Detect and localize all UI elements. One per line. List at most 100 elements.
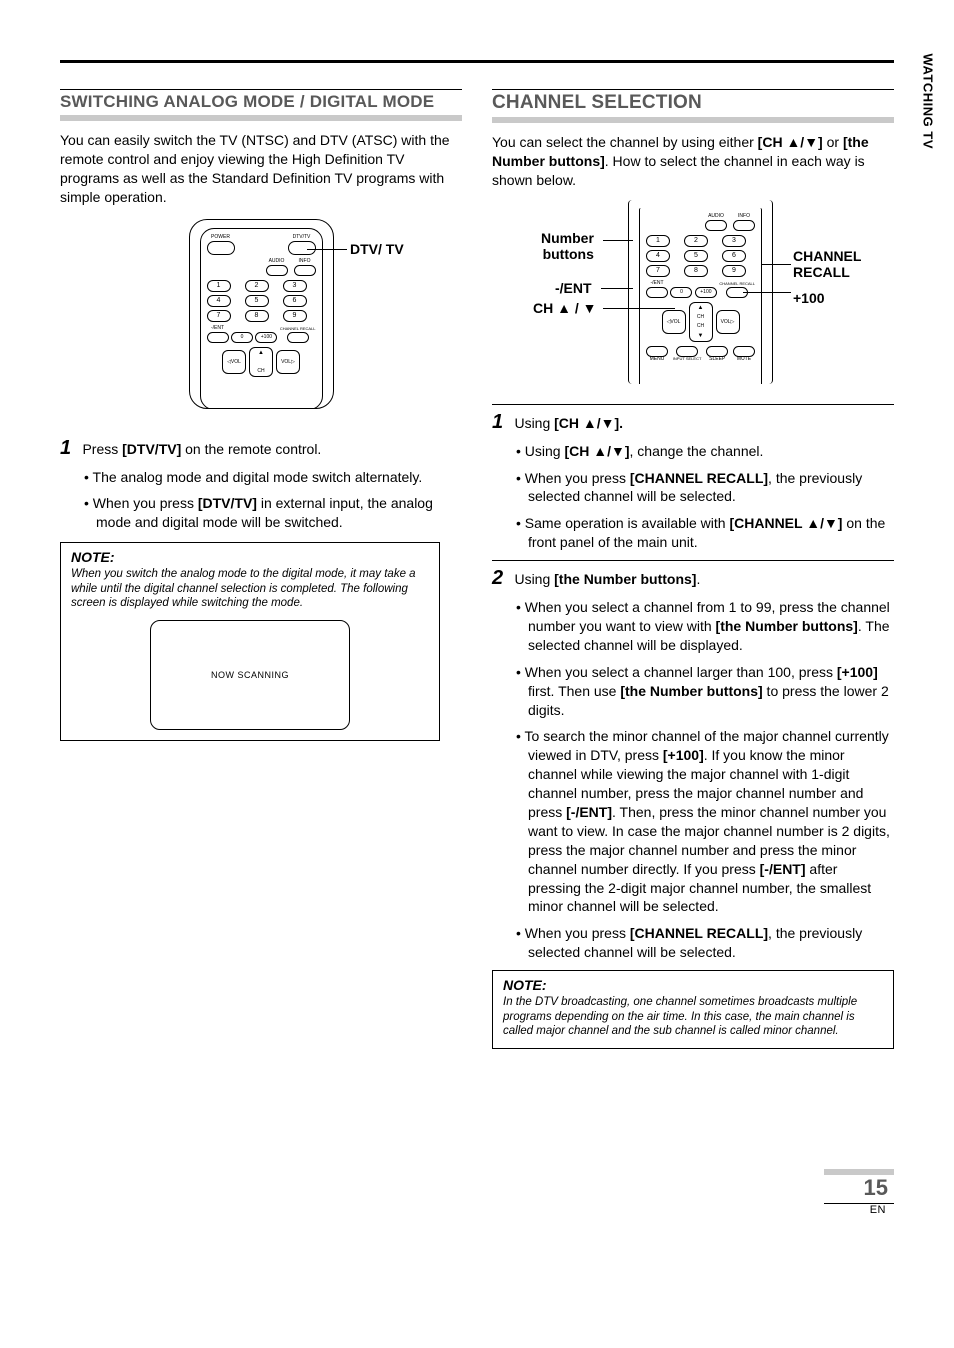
r2-ch-label: CH — [697, 314, 704, 320]
r2-info-label: INFO — [738, 214, 750, 219]
callout-ent: -/ENT — [555, 280, 592, 296]
page-number: 15 — [824, 1169, 894, 1204]
num-6: 6 — [283, 295, 307, 307]
r2-sleep-label: SLEEP — [709, 357, 725, 362]
ent-label: -/ENT — [211, 326, 224, 331]
r2-number-grid: 1 2 3 4 5 6 7 8 9 — [646, 235, 755, 277]
s1b2-b: [CHANNEL RECALL] — [630, 470, 768, 486]
section-heading-left: SWITCHING ANALOG MODE / DIGITAL MODE — [60, 89, 462, 121]
s2b2-pre: When you select a channel larger than 10… — [525, 664, 837, 680]
ch-rocker: ▲CH — [249, 347, 273, 377]
section-heading-right: CHANNEL SELECTION — [492, 89, 894, 123]
btn-power-label: POWER — [211, 235, 230, 240]
s1b1-post: , change the channel. — [630, 443, 764, 459]
callout-recall: CHANNEL RECALL — [793, 248, 861, 280]
remote-figure-1: POWER DTV/TV AUDIO INFO 1 2 3 4 5 6 — [60, 219, 462, 419]
r2-mute-label: MUTE — [737, 357, 751, 362]
s1b1-pre: Using — [525, 443, 565, 459]
r2-vol-down: ◁VOL — [662, 310, 686, 334]
info-button — [294, 265, 316, 276]
r2-ch-rocker: ▲CHCH▼ — [689, 302, 713, 342]
lb2-bold: [DTV/TV] — [198, 495, 257, 511]
ch-label: CH — [257, 368, 264, 374]
note-head-left: NOTE: — [71, 549, 429, 565]
r2-ent-btn — [646, 287, 668, 298]
recall-label: CHANNEL RECALL — [280, 327, 316, 331]
lb2-pre: When you press — [93, 495, 198, 511]
num-3: 3 — [283, 280, 307, 292]
s2r-pre: Using — [514, 571, 554, 587]
s1b3-pre: Same operation is available with — [525, 515, 730, 531]
r2-audio-btn — [705, 220, 727, 231]
r2-num-6: 6 — [722, 250, 746, 262]
callout-ch: CH ▲ / ▼ — [533, 300, 597, 316]
s2r-post: . — [696, 571, 700, 587]
r2-num-2: 2 — [684, 235, 708, 247]
step2-num-right: 2 — [492, 567, 510, 590]
s1-bullet-3: Same operation is available with [CHANNE… — [516, 514, 894, 552]
callout-dtv-tv: DTV/ TV — [350, 241, 404, 257]
note-box-left: NOTE: When you switch the analog mode to… — [60, 542, 440, 741]
s2b3-b3: [-/ENT] — [760, 861, 806, 877]
intro-right: You can select the channel by using eith… — [492, 133, 894, 190]
side-tab: WATCHING TV — [921, 53, 936, 149]
ir-b1: [CH ▲/▼] — [758, 134, 823, 150]
s2b2-mid: first. Then use — [528, 683, 620, 699]
r2-num-9: 9 — [722, 265, 746, 277]
r2-plus100-btn: +100 — [695, 287, 717, 298]
plus100-button: +100 — [255, 332, 277, 343]
recall-button — [287, 332, 309, 343]
s1b3-b: [CHANNEL ▲/▼] — [729, 515, 842, 531]
dtv-tv-button — [288, 241, 316, 255]
s1b2-pre: When you press — [525, 470, 630, 486]
info-label: INFO — [299, 259, 311, 264]
vol-r-label: VOL — [281, 359, 291, 365]
step1-post: on the remote control. — [181, 441, 321, 457]
left-bullet-2: When you press [DTV/TV] in external inpu… — [84, 494, 462, 532]
ir-pre: You can select the channel by using eith… — [492, 134, 758, 150]
ir-mid: or — [823, 134, 843, 150]
page-footer: 15 EN — [60, 1169, 894, 1216]
step2-text-right: Using [the Number buttons]. — [514, 571, 700, 587]
s1r-bold: [CH ▲/▼]. — [554, 415, 623, 431]
r2-audio-label: AUDIO — [708, 214, 724, 219]
r2-num-1: 1 — [646, 235, 670, 247]
num-0: 0 — [231, 332, 253, 343]
r2-input-label: INPUT SELECT — [673, 357, 702, 361]
step1-num-right: 1 — [492, 411, 510, 434]
r2-info-btn — [733, 220, 755, 231]
callout-number-buttons: Number buttons — [541, 230, 594, 262]
num-8: 8 — [245, 310, 269, 322]
vol-up: VOL▷ — [276, 350, 300, 374]
page-lang: EN — [60, 1204, 894, 1216]
r2-num-0: 0 — [670, 287, 692, 298]
remote-figure-2: AUDIO INFO 1 2 3 4 5 6 7 8 9 — [503, 200, 883, 390]
s2r-bold: [the Number buttons] — [554, 571, 696, 587]
vol-down: ◁VOL — [222, 350, 246, 374]
num-1: 1 — [207, 280, 231, 292]
audio-button — [266, 265, 288, 276]
number-grid: 1 2 3 4 5 6 7 8 9 — [207, 280, 316, 322]
btn-dtv-label: DTV/TV — [293, 235, 311, 240]
r2-vol-up: VOL▷ — [716, 310, 740, 334]
r2-recall-label: CHANNEL RECALL — [719, 282, 755, 286]
step1-num-left: 1 — [60, 437, 78, 460]
r2-ent-label: -/ENT — [650, 281, 663, 286]
s2-bullet-4: When you press [CHANNEL RECALL], the pre… — [516, 924, 894, 962]
note-head-right: NOTE: — [503, 977, 883, 993]
step1-text-right: Using [CH ▲/▼]. — [514, 415, 623, 431]
r2-num-8: 8 — [684, 265, 708, 277]
s2-bullet-1: When you select a channel from 1 to 99, … — [516, 598, 894, 655]
r2-num-3: 3 — [722, 235, 746, 247]
intro-left: You can easily switch the TV (NTSC) and … — [60, 131, 462, 207]
r2-menu-label: MENU — [650, 357, 665, 362]
s1r-pre: Using — [514, 415, 554, 431]
num-7: 7 — [207, 310, 231, 322]
step1-bold: [DTV/TV] — [122, 441, 181, 457]
s1-bullet-1: Using [CH ▲/▼], change the channel. — [516, 442, 894, 461]
num-2: 2 — [245, 280, 269, 292]
now-scanning-screen: NOW SCANNING — [150, 620, 350, 730]
s2b4-pre: When you press — [525, 925, 630, 941]
vol-l-label: VOL — [231, 359, 241, 365]
note-body-left: When you switch the analog mode to the d… — [71, 567, 429, 610]
